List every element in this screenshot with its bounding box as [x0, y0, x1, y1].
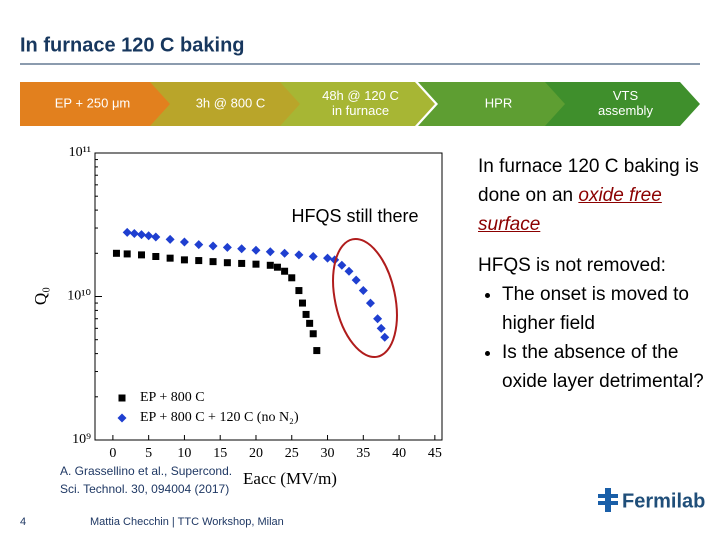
- notes: In furnace 120 C baking is done on an ox…: [478, 152, 710, 396]
- page-number: 4: [20, 516, 26, 528]
- data-point: [308, 251, 318, 261]
- x-tick-label: 30: [321, 446, 335, 461]
- x-tick-label: 40: [392, 446, 406, 461]
- x-tick-label: 0: [109, 446, 116, 461]
- data-point: [123, 250, 131, 258]
- x-tick-label: 10: [177, 446, 191, 461]
- data-point: [209, 258, 217, 266]
- data-point: [152, 252, 160, 260]
- data-point: [351, 275, 361, 285]
- x-tick-label: 15: [213, 446, 227, 461]
- step-label: HPR: [485, 95, 512, 110]
- note-text: In furnace 120 C baking is done on an: [478, 156, 699, 206]
- data-point: [294, 250, 304, 260]
- citation: A. Grassellino et al., Supercond.: [60, 464, 232, 478]
- data-point: [112, 249, 120, 257]
- legend-marker: [117, 413, 127, 423]
- y-tick-label: 10¹¹: [69, 145, 91, 160]
- legend-label: EP + 800 C: [140, 390, 205, 405]
- data-point: [288, 274, 296, 282]
- data-point: [281, 267, 289, 275]
- logo-text: Fermilab: [622, 490, 705, 512]
- data-point: [365, 298, 375, 308]
- x-tick-label: 45: [428, 446, 442, 461]
- data-point: [222, 242, 232, 252]
- data-point: [358, 286, 368, 296]
- x-tick-label: 35: [356, 446, 370, 461]
- note-text: HFQS is not removed:: [478, 255, 666, 276]
- data-point: [323, 253, 333, 263]
- step-shape: [418, 82, 573, 126]
- data-point: [280, 248, 290, 258]
- y-tick-label: 10⁹: [72, 432, 91, 447]
- step-shape: [545, 82, 700, 126]
- legend-label: EP + 800 C + 120 C (no N₂): [140, 410, 299, 425]
- data-point: [252, 260, 260, 268]
- note-emphasis: oxide free surface: [478, 185, 662, 235]
- data-point: [138, 251, 146, 259]
- bullet-list: The onset is moved to higher field Is th…: [478, 280, 710, 396]
- data-point: [266, 261, 274, 269]
- data-point: [137, 230, 147, 240]
- data-point: [165, 234, 175, 244]
- data-point: [373, 314, 383, 324]
- data-point: [313, 347, 321, 355]
- y-tick-label: 10¹⁰: [67, 289, 91, 304]
- chart: 0 5 10 15 20 25 30 35 40 45 10⁹ 10¹⁰ 10¹¹ Eacc (MV/m)…: [31, 145, 442, 488]
- process-steps: EP + 250 μm 3h @ 800 C 48h @ 120 Cin furna…: [20, 82, 700, 126]
- step-shape: [280, 82, 435, 126]
- data-point: [273, 263, 281, 271]
- data-point: [223, 259, 231, 267]
- step-label: EP + 250 μm: [55, 95, 131, 110]
- x-tick-label: 25: [285, 446, 299, 461]
- data-point: [179, 237, 189, 247]
- data-point: [166, 254, 174, 262]
- bullet: Is the absence of the oxide layer detrim…: [502, 338, 710, 396]
- step-label: assembly: [598, 103, 653, 118]
- data-point: [129, 228, 139, 238]
- data-point: [337, 260, 347, 270]
- bullet: The onset is moved to higher field: [502, 280, 710, 338]
- data-point: [194, 240, 204, 250]
- data-point: [122, 227, 132, 237]
- data-point: [151, 232, 161, 242]
- data-point: [265, 247, 275, 257]
- step-label: VTS: [613, 88, 639, 103]
- step-shape: [20, 82, 175, 126]
- data-point: [344, 266, 354, 276]
- data-point: [376, 323, 386, 333]
- citation: Sci. Technol. 30, 094004 (2017): [60, 482, 229, 496]
- data-point: [208, 241, 218, 251]
- data-point: [306, 319, 314, 327]
- step-label: in furnace: [332, 103, 389, 118]
- data-point: [380, 332, 390, 342]
- data-point: [298, 299, 306, 307]
- presenter: Mattia Checchin | TTC Workshop, Milan: [90, 516, 284, 528]
- data-point: [180, 256, 188, 264]
- data-point: [238, 259, 246, 267]
- x-tick-label: 20: [249, 446, 263, 461]
- step-shape: [150, 82, 305, 126]
- logo-icon: [598, 488, 618, 512]
- step-label: 48h @ 120 C: [322, 88, 399, 103]
- step-label: 3h @ 800 C: [196, 95, 266, 110]
- data-point: [237, 244, 247, 254]
- y-axis-label: Q₀: [31, 287, 50, 305]
- data-point: [302, 310, 310, 318]
- highlight-ellipse: [332, 237, 398, 359]
- legend-marker: [118, 394, 126, 402]
- data-point: [251, 245, 261, 255]
- data-point: [195, 257, 203, 265]
- x-axis-label: Eacc (MV/m): [243, 469, 337, 488]
- annotation: HFQS still there: [291, 206, 418, 226]
- data-point: [144, 231, 154, 241]
- x-tick-label: 5: [145, 446, 152, 461]
- note-paragraph: In furnace 120 C baking is done on an ox…: [478, 152, 710, 239]
- slide-title: In furnace 120 C baking: [20, 34, 245, 56]
- data-point: [295, 287, 303, 295]
- data-point: [309, 330, 317, 338]
